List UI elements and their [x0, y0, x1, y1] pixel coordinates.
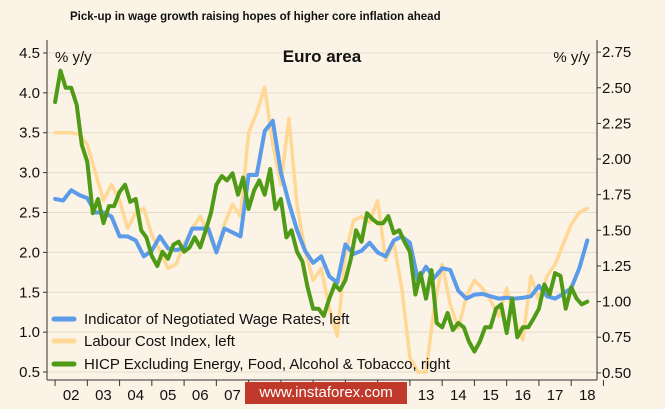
y-axis-right: 2.75 2.50 2.25 2.00 1.75 1.50 1.25 1.00 0.75 0.50 — [597, 44, 631, 382]
y-tick-label-right: 1.75 — [602, 187, 631, 204]
y-tick-label-right: 1.25 — [602, 258, 631, 275]
y-tick-label-left: 1.5 — [19, 284, 40, 301]
legend-label-labour-cost: Labour Cost Index, left — [84, 333, 236, 350]
x-tick-label: 05 — [160, 387, 177, 404]
x-tick-label: 04 — [127, 387, 144, 404]
x-tick-label: 15 — [482, 387, 499, 404]
x-tick-label: 03 — [95, 387, 112, 404]
x-tick-label: 07 — [224, 387, 241, 404]
y-tick-label-right: 2.50 — [602, 80, 631, 97]
series-line-hicp-core — [53, 68, 590, 354]
y-tick-label-left: 4.5 — [19, 45, 40, 62]
y-tick-label-right: 2.00 — [602, 151, 631, 168]
y-tick-label-left: 4.0 — [19, 85, 40, 102]
y-tick-label-left: 3.5 — [19, 125, 40, 142]
legend-label-wage: Indicator of Negotiated Wage Rates, left — [84, 311, 350, 328]
x-tick-label: 13 — [418, 387, 435, 404]
x-tick-label: 18 — [579, 387, 596, 404]
series-lines — [53, 68, 590, 374]
y-tick-label-left: 1.0 — [19, 324, 40, 341]
series-line-labour-cost — [53, 85, 590, 374]
x-tick-label: 16 — [514, 387, 531, 404]
y-tick-label-right: 2.75 — [602, 44, 631, 61]
y-tick-label-left: 3.0 — [19, 165, 40, 182]
y-axis-left: 4.5 4.0 3.5 3.0 2.5 2.0 1.5 1.0 0.5 — [19, 45, 47, 381]
y-tick-label-left: 0.5 — [19, 364, 40, 381]
y-tick-label-right: 0.50 — [602, 365, 631, 382]
chart-subtitle: Euro area — [283, 47, 362, 66]
x-tick-label: 02 — [63, 387, 80, 404]
series-line-negotiated-wage — [53, 118, 590, 301]
y-tick-label-right: 1.50 — [602, 222, 631, 239]
y-axis-label-right: % y/y — [553, 49, 590, 66]
y-axis-label-left: % y/y — [55, 49, 92, 66]
legend: Indicator of Negotiated Wage Rates, left… — [51, 311, 451, 373]
x-tick-label: 17 — [547, 387, 564, 404]
y-tick-label-right: 0.75 — [602, 329, 631, 346]
legend-label-hicp-core: HICP Excluding Energy, Food, Alcohol & T… — [84, 356, 451, 373]
x-tick-label: 14 — [450, 387, 467, 404]
y-tick-label-left: 2.0 — [19, 244, 40, 261]
y-tick-label-left: 2.5 — [19, 205, 40, 222]
chart-title: Pick-up in wage growth raising hopes of … — [70, 11, 441, 23]
y-tick-label-right: 1.00 — [602, 294, 631, 311]
x-tick-label: 06 — [192, 387, 209, 404]
grid — [46, 40, 598, 381]
watermark-banner: www.instaforex.com — [245, 382, 407, 404]
y-tick-label-right: 2.25 — [602, 115, 631, 132]
